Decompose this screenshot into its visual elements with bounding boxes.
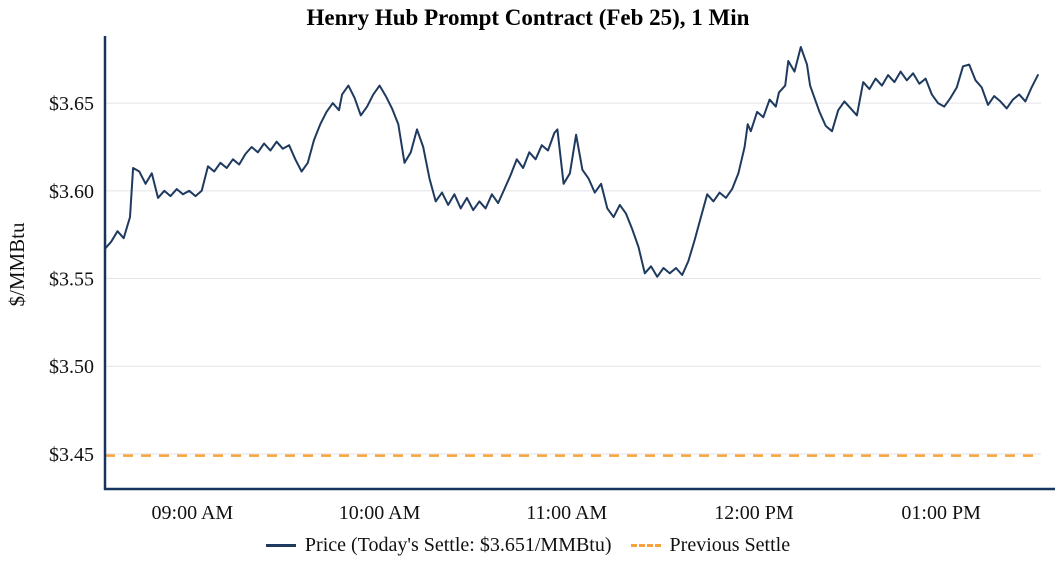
price-line-swatch	[265, 544, 296, 547]
x-tick-label: 11:00 AM	[526, 502, 607, 524]
x-tick-label: 01:00 PM	[901, 502, 981, 524]
chart-title: Henry Hub Prompt Contract (Feb 25), 1 Mi…	[306, 5, 750, 30]
legend-previous-settle-label: Previous Settle	[669, 534, 791, 556]
y-tick-label: $3.45	[49, 444, 94, 466]
chart-svg: $3.45 $3.50 $3.55 $3.60 $3.65 09:00 AM 10:00 A…	[5, 36, 1055, 524]
x-tick-label: 12:00 PM	[714, 502, 794, 524]
legend-price-label: Price (Today's Settle: $3.651/MMBtu)	[304, 534, 612, 556]
y-tick-label: $3.50	[49, 356, 94, 378]
y-axis-title: $/MMBtu	[5, 222, 29, 307]
x-tick-label: 10:00 AM	[339, 502, 421, 524]
x-tick-label: 09:00 AM	[152, 502, 234, 524]
price-line	[104, 46, 1039, 278]
y-tick-label: $3.60	[49, 181, 94, 203]
y-tick-label: $3.65	[49, 93, 94, 115]
chart-legend: Price (Today's Settle: $3.651/MMBtu) Pre…	[0, 534, 1056, 557]
previous-settle-dash-swatch	[630, 544, 661, 547]
y-tick-label: $3.55	[49, 269, 94, 291]
